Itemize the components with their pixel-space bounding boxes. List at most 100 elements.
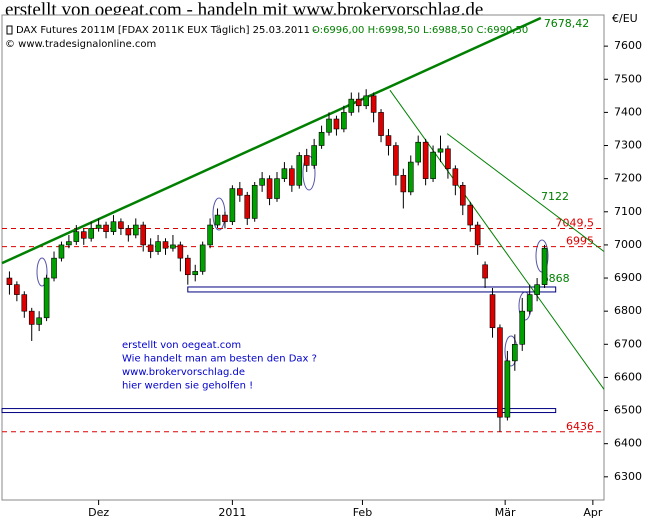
- candle-body: [415, 141, 421, 163]
- candle-body: [214, 214, 221, 226]
- candle-body: [6, 277, 13, 285]
- candle-body: [51, 257, 57, 279]
- candle-body: [21, 294, 28, 312]
- candle-body: [318, 131, 325, 146]
- copyright: © www.tradesignalonline.com: [5, 39, 156, 50]
- legend-text: DAX Futures 2011M [FDAX 2011K EUX Täglic…: [16, 25, 317, 36]
- y-tick-label: 7400: [614, 105, 642, 118]
- y-tick-label: 6300: [614, 470, 642, 483]
- y-tick-label: 6600: [614, 370, 642, 383]
- candle-body: [58, 244, 65, 259]
- note: hier werden sie geholfen !: [122, 381, 253, 392]
- x-tick-label: Feb: [353, 506, 372, 519]
- candle-body: [177, 244, 184, 259]
- y-tick-label: 7100: [614, 205, 642, 218]
- trendline: [446, 133, 605, 252]
- y-tick-label: 7500: [614, 72, 642, 85]
- candle-body: [526, 294, 533, 312]
- candle-body: [162, 241, 169, 249]
- candle-body: [482, 264, 488, 279]
- y-tick-label: 6500: [614, 404, 642, 417]
- candle-body: [341, 112, 347, 130]
- trendline-label: 7122: [541, 190, 569, 203]
- candle-body: [281, 168, 288, 179]
- candle-body: [170, 244, 176, 249]
- note: Wie handelt man am besten den Dax ?: [122, 354, 317, 365]
- candle-body: [140, 224, 147, 246]
- candle-body: [311, 145, 317, 166]
- y-tick-label: 7200: [614, 172, 642, 185]
- candle-body: [519, 310, 526, 345]
- candle-body: [132, 224, 139, 236]
- candle-body: [452, 168, 459, 186]
- candle-body: [430, 151, 436, 179]
- candle-body: [363, 95, 369, 107]
- candle-body: [497, 327, 503, 418]
- plot-frame: [1, 14, 605, 501]
- level-label: 6436: [566, 420, 594, 433]
- y-axis-label: €/EU: [612, 12, 638, 25]
- candle-body: [422, 141, 429, 179]
- candle-body: [259, 178, 265, 186]
- candle-body: [66, 241, 72, 246]
- candle-body: [118, 221, 124, 229]
- trendline-label: 7678,42: [544, 17, 590, 30]
- candle-body: [103, 224, 109, 232]
- candle-body: [207, 224, 213, 246]
- candle-body: [504, 360, 511, 418]
- candle-body: [355, 98, 362, 107]
- candle-body: [199, 244, 206, 272]
- highlight: [36, 257, 48, 287]
- note: erstellt von oegeat.com: [122, 340, 241, 351]
- candle-body: [185, 257, 191, 276]
- candle-body: [237, 188, 243, 196]
- candle-body: [222, 214, 228, 223]
- y-tick-label: 7300: [614, 139, 642, 152]
- candle-body: [541, 247, 548, 285]
- y-tick-label: 6700: [614, 337, 642, 350]
- candle-body: [370, 95, 377, 113]
- level-box: [187, 286, 557, 293]
- candle-body: [467, 204, 474, 226]
- candle-body: [95, 224, 102, 229]
- trendline: [1, 16, 542, 265]
- candle-body: [43, 277, 50, 319]
- legend-values: O:6996,00 H:6998,50 L:6988,50 C:6990,50: [312, 25, 528, 36]
- y-tick-label: 6900: [614, 271, 642, 284]
- candle-body: [348, 98, 355, 113]
- y-tick-label: 7600: [614, 39, 642, 52]
- box-label: 6868: [542, 272, 570, 285]
- candle-body: [36, 317, 42, 325]
- candle-body: [289, 168, 295, 186]
- candle-body: [274, 178, 280, 199]
- candle-body: [445, 148, 451, 170]
- candle-body: [333, 118, 340, 130]
- candle-body: [407, 161, 414, 193]
- candle-body: [534, 284, 540, 295]
- candle-body: [296, 155, 303, 186]
- y-tick-label: 7000: [614, 238, 642, 251]
- candle-body: [244, 194, 251, 219]
- candle-body: [147, 244, 154, 252]
- candle-body: [512, 343, 518, 362]
- candle-body: [192, 271, 199, 276]
- level-label: 7049,5: [556, 217, 595, 230]
- candle-body: [459, 184, 466, 206]
- level-label: 6995: [566, 235, 594, 248]
- x-tick-label: Apr: [583, 506, 603, 519]
- candle-body: [378, 112, 384, 136]
- candle-body: [110, 221, 117, 232]
- candle-body: [437, 148, 444, 153]
- candle-body: [474, 224, 481, 246]
- candle-body: [80, 231, 87, 239]
- y-tick-label: 6400: [614, 437, 642, 450]
- candle-body: [88, 228, 94, 239]
- candle-body: [251, 184, 258, 219]
- candle-body: [125, 228, 132, 236]
- x-tick-label: 2011: [218, 506, 246, 519]
- note: www.brokervorschlag.de: [122, 367, 245, 378]
- candle-body: [14, 284, 20, 295]
- candle-body: [229, 188, 236, 223]
- candle-body: [385, 135, 392, 146]
